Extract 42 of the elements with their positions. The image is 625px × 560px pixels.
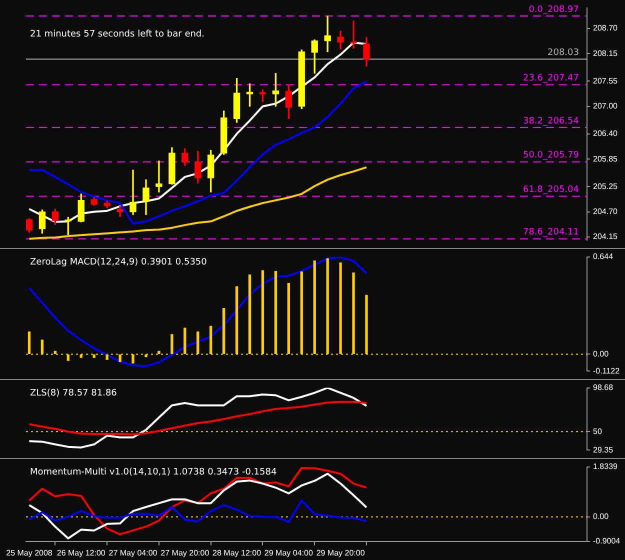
ref-line-label: 23.6_207.47	[522, 74, 579, 84]
y-tick-label: -0.9004	[593, 536, 621, 546]
bar	[92, 354, 96, 358]
y-tick-label: 0.00	[593, 349, 610, 358]
x-tick-label: 29 May 04:00	[264, 548, 314, 558]
bar	[170, 334, 174, 354]
chart-title: ZeroLag MACD(12,24,9) 0.3901 0.5350	[30, 258, 208, 268]
y-tick-label: 1.8339	[593, 462, 618, 472]
y-tick-label: 206.40	[593, 129, 618, 138]
y-tick-label: 205.25	[593, 182, 618, 191]
y-tick-label: 50	[593, 426, 602, 436]
ref-line-label: 0.0_208.97	[528, 4, 579, 15]
x-tick-label: 28 May 12:00	[212, 548, 262, 558]
y-tick-label: -0.1122	[593, 366, 620, 376]
candlestick	[324, 16, 331, 52]
x-tick-label: 29 May 20:00	[316, 548, 366, 558]
y-tick-label: 98.68	[593, 383, 614, 392]
y-tick-label: 208.70	[593, 24, 618, 33]
y-tick-label: 204.70	[593, 206, 618, 216]
x-tick-label: 26 May 12:00	[56, 548, 106, 558]
x-tick-label: 27 May 04:00	[108, 548, 158, 558]
y-tick-label: 29.35	[593, 445, 614, 454]
y-tick-label: 204.15	[593, 232, 618, 242]
x-tick-label: 27 May 20:00	[160, 548, 210, 558]
y-tick-label: 0.644	[593, 252, 614, 262]
y-tick-label: 205.85	[593, 154, 618, 164]
y-tick-label: 207.00	[593, 102, 618, 111]
chart-title: ZLS(8) 78.57 81.86	[30, 388, 118, 399]
y-tick-label: 208.15	[593, 48, 618, 58]
y-tick-label: 207.55	[593, 76, 618, 86]
ref-line-label: 38.2_206.54	[522, 116, 580, 126]
ref-line-label: 208.03	[548, 48, 579, 58]
x-tick-label: 25 May 2008	[6, 548, 53, 558]
chart-title: Momentum-Multi v1.0(14,10,1) 1.0738 0.3473 -0.1584	[30, 468, 277, 478]
candlestick	[350, 20, 357, 48]
y-tick-label: 0.00	[593, 512, 610, 522]
ref-line-label: 78.6_204.11	[522, 228, 579, 238]
annotation: 21 minutes 57 seconds left to bar end.	[30, 30, 205, 40]
ref-line-label: 61.8_205.04	[522, 185, 580, 196]
ref-line-label: 50.0_205.79	[522, 150, 580, 161]
candlestick	[130, 170, 136, 215]
candlestick	[156, 160, 162, 192]
